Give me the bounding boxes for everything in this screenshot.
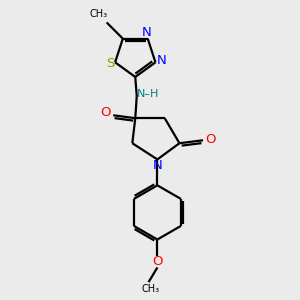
Text: CH₃: CH₃ xyxy=(142,284,160,294)
Text: CH₃: CH₃ xyxy=(89,9,107,19)
Text: N: N xyxy=(153,159,163,172)
Text: N: N xyxy=(141,26,151,39)
Text: O: O xyxy=(152,255,163,268)
Text: O: O xyxy=(205,133,216,146)
Text: N: N xyxy=(157,54,167,68)
Text: O: O xyxy=(100,106,111,119)
Text: N–H: N–H xyxy=(137,89,159,99)
Text: S: S xyxy=(106,57,114,70)
